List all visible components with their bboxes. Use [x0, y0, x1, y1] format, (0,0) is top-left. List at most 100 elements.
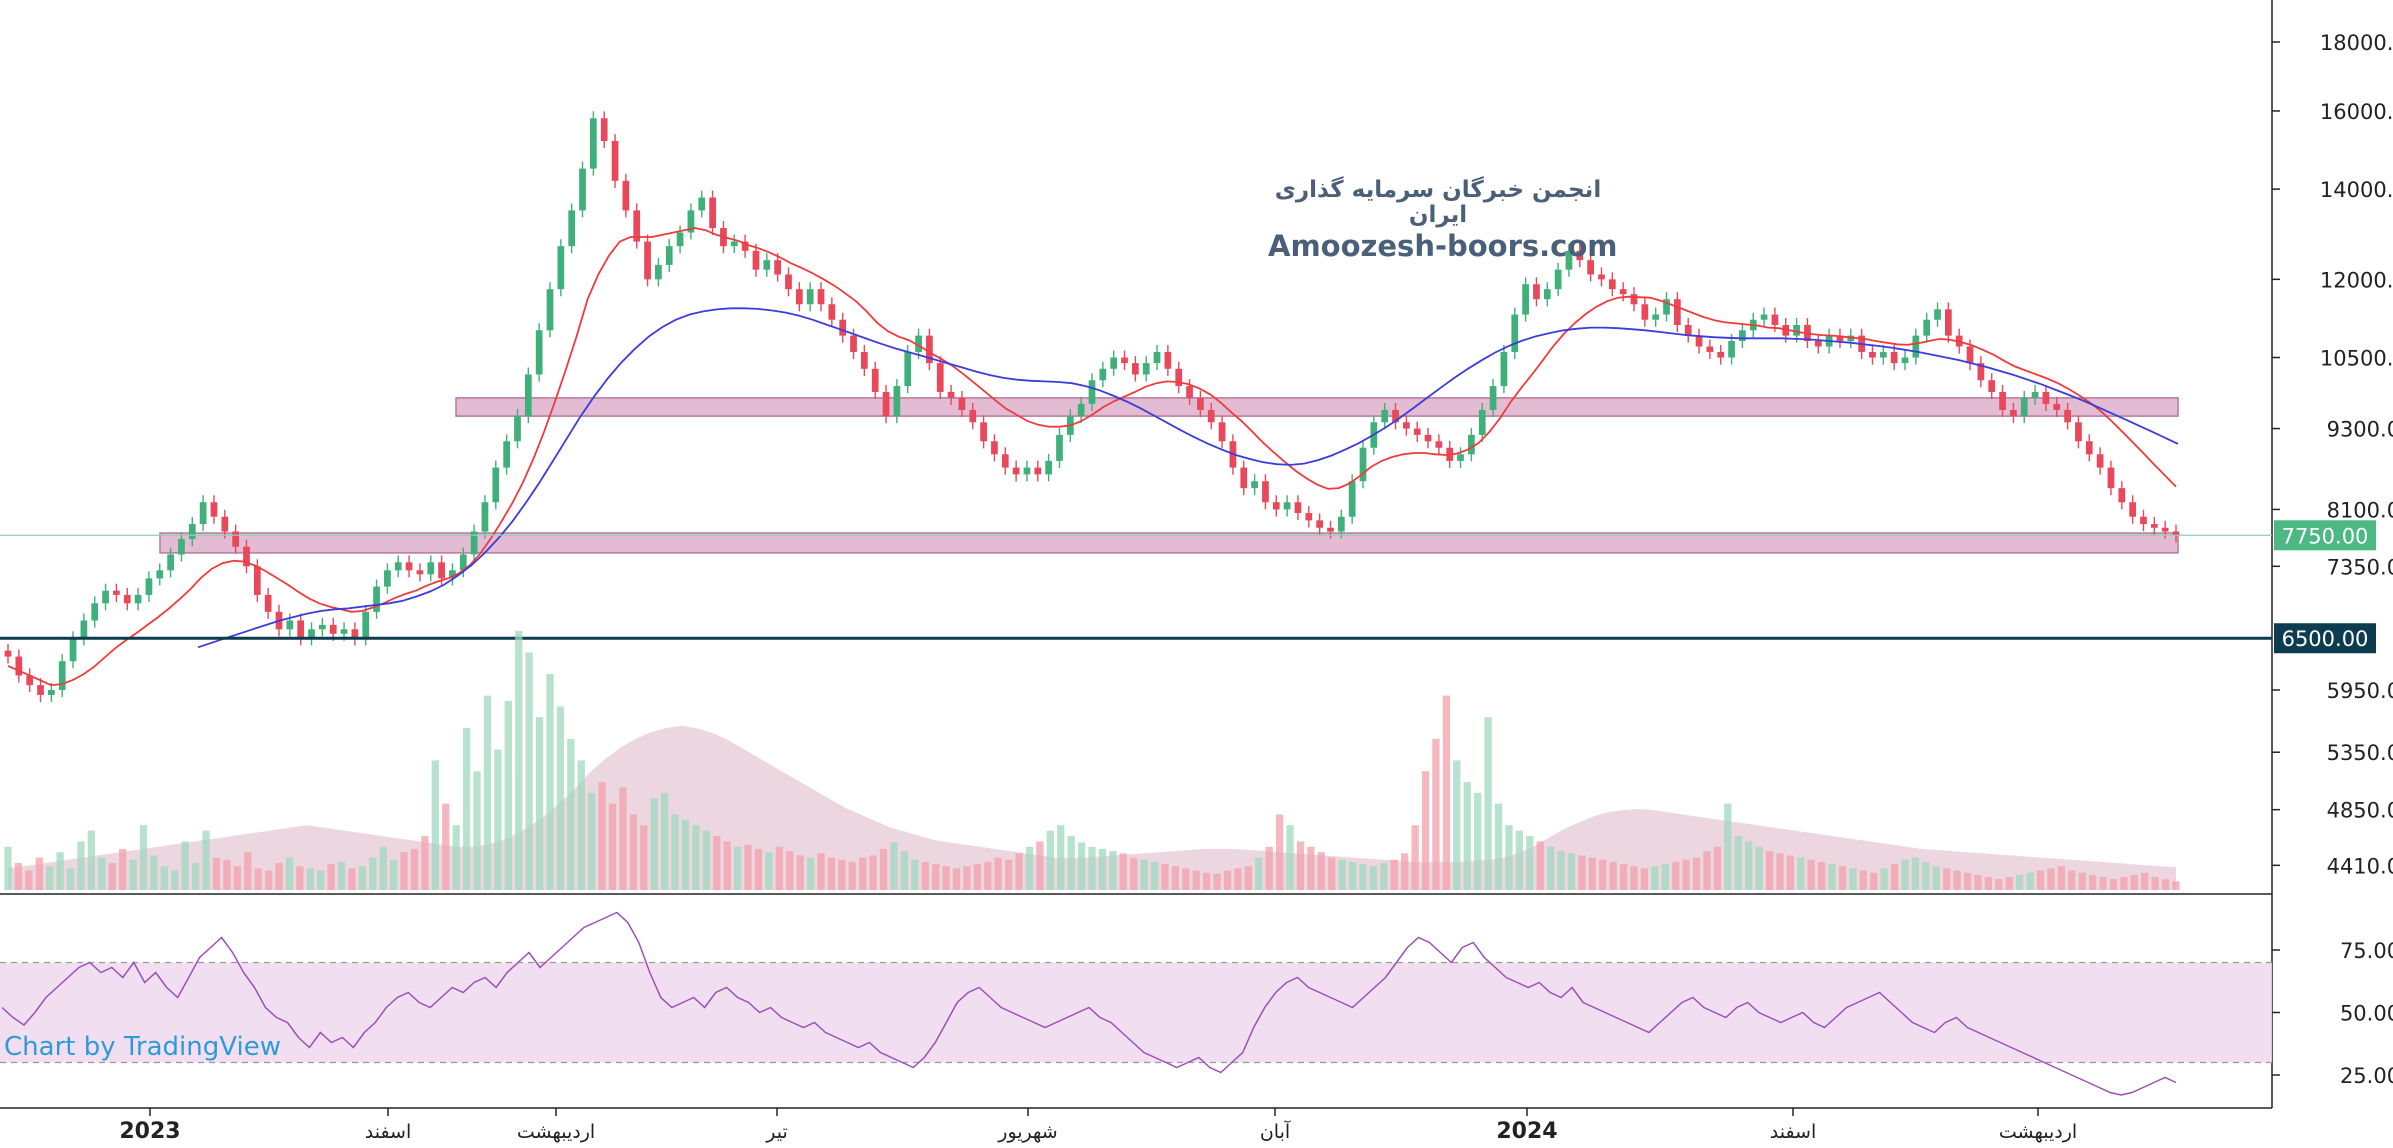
volume-bar — [1692, 857, 1701, 890]
volume-bar — [171, 870, 179, 890]
volume-bar — [233, 866, 241, 890]
volume-bar — [1369, 866, 1378, 890]
candle-body — [2064, 409, 2071, 423]
volume-bar — [327, 864, 335, 890]
candle-body — [481, 502, 489, 532]
candle-body — [611, 140, 619, 181]
candle-body — [839, 319, 847, 336]
volume-bar — [1265, 846, 1273, 890]
candle-body — [1999, 391, 2006, 410]
candle-body — [1359, 447, 1367, 482]
volume-bar — [1776, 853, 1784, 890]
candle-body — [1272, 502, 1280, 510]
volume-bar — [754, 848, 763, 890]
volume-bar — [410, 848, 419, 890]
candle-body — [286, 620, 294, 630]
candle-body — [1240, 467, 1248, 489]
candle-body — [503, 441, 511, 468]
candle-body — [785, 274, 792, 290]
volume-bar — [1036, 841, 1044, 890]
candle-body — [1522, 284, 1529, 315]
volume-bar — [671, 814, 679, 890]
candle-body — [1164, 351, 1172, 369]
candle-body — [915, 335, 922, 352]
candle-body — [1706, 346, 1714, 352]
volume-bar — [1828, 864, 1836, 890]
volume-bar — [1797, 857, 1805, 890]
candle-body — [2075, 422, 2082, 442]
candle-body — [1262, 481, 1269, 503]
candle-body — [1457, 454, 1464, 461]
candle-body — [1056, 434, 1063, 461]
price-tick-label: 16000.00 — [2320, 100, 2393, 124]
volume-bar — [254, 868, 262, 890]
volume-bar — [1442, 695, 1451, 890]
volume-bar — [473, 771, 481, 890]
candle-body — [1771, 314, 1779, 325]
volume-bar — [1213, 873, 1221, 890]
volume-bar — [46, 866, 54, 890]
volume-bar — [1130, 857, 1138, 890]
volume-bar — [181, 841, 189, 890]
candle-body — [80, 620, 88, 639]
volume-bar — [1817, 861, 1826, 890]
volume-bar — [525, 652, 533, 890]
price-tick-label: 5950.00 — [2327, 679, 2393, 703]
volume-bar — [285, 857, 294, 890]
volume-bar — [119, 848, 127, 890]
volume-bar — [650, 798, 658, 890]
candle-body — [2118, 488, 2126, 503]
volume-bar — [1463, 782, 1471, 890]
candle-body — [438, 562, 445, 579]
candle-body — [167, 554, 174, 571]
candle-body — [15, 656, 23, 676]
price-tick-label: 10500.00 — [2320, 347, 2393, 371]
candle-body — [1175, 368, 1183, 387]
candle-body — [1912, 335, 1920, 358]
candle-body — [37, 685, 44, 695]
candle-body — [904, 351, 912, 387]
volume-bar — [1098, 848, 1107, 890]
candle-body — [1673, 299, 1681, 325]
volume-bar — [1119, 853, 1127, 890]
volume-bar — [994, 857, 1002, 890]
candle-body — [687, 210, 695, 233]
candle-body — [2053, 403, 2061, 410]
volume-bar — [1546, 846, 1555, 890]
candle-body — [1944, 309, 1952, 336]
tradingview-credit[interactable]: Chart by TradingView — [4, 1032, 281, 1062]
candle-body — [741, 241, 749, 251]
volume-bar — [1619, 864, 1628, 890]
candle-body — [1901, 357, 1909, 364]
volume-bar — [504, 701, 512, 890]
candle-body — [362, 611, 370, 639]
volume-bar — [1682, 859, 1690, 890]
candle-body — [1587, 260, 1595, 275]
volume-bar — [546, 674, 554, 890]
volume-bar — [1182, 868, 1190, 890]
volume-bar — [1296, 841, 1305, 890]
candle-body — [4, 650, 12, 657]
volume-bar — [317, 870, 325, 890]
watermark-url: Amoozesh-boors.com — [1268, 228, 1618, 263]
volume-bar — [337, 861, 346, 890]
candle-body — [1598, 274, 1605, 280]
volume-bar — [1275, 814, 1284, 890]
candle-body — [1218, 422, 1226, 442]
volume-bar — [1651, 866, 1659, 890]
candle-body — [1327, 527, 1334, 532]
volume-bar — [1150, 861, 1159, 890]
candle-body — [730, 241, 738, 247]
price-tick-label: 12000.00 — [2320, 268, 2393, 292]
candle-body — [1348, 481, 1356, 517]
candle-body — [1468, 434, 1475, 455]
volume-bar — [1067, 836, 1075, 890]
volume-bar — [869, 855, 877, 890]
volume-bar — [2141, 872, 2149, 890]
price-axis: 18000.00 16000.00 14000.00 12000.00 10500.00… — [2271, 0, 2393, 1108]
volume-bar — [2078, 872, 2086, 890]
volume-bar — [838, 859, 846, 890]
volume-bar — [223, 859, 231, 890]
